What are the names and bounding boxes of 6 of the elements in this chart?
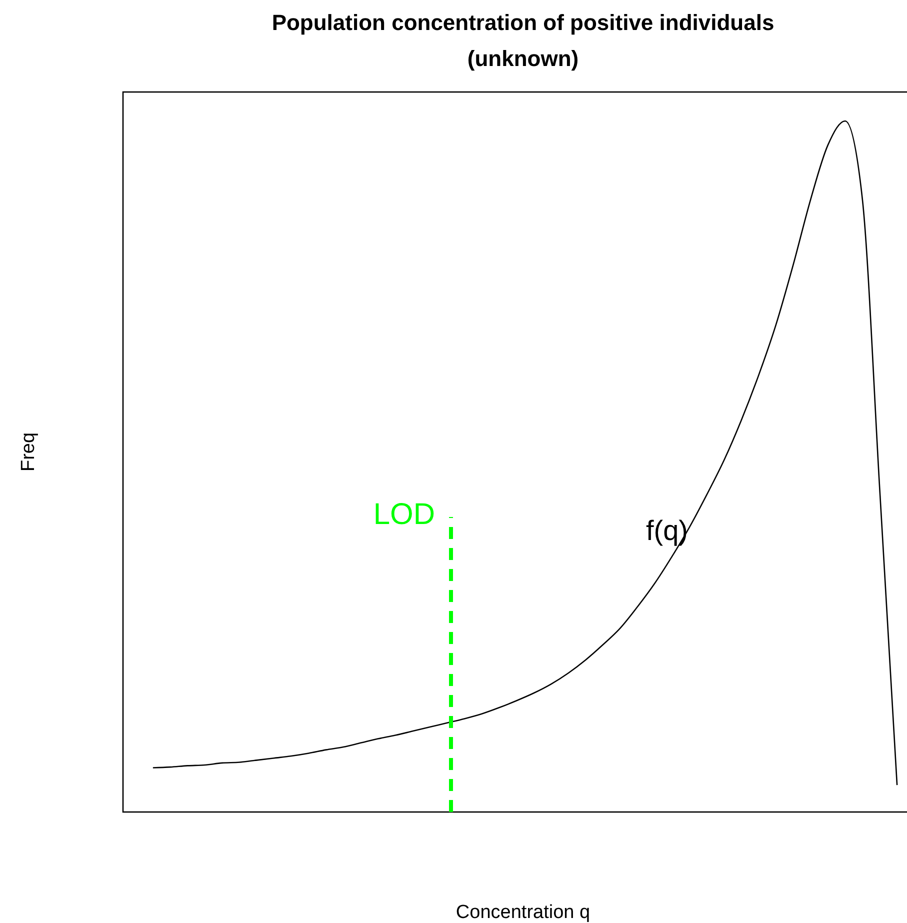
chart-title: Population concentration of positive individuals <box>272 10 774 35</box>
chart-subtitle: (unknown) <box>467 46 579 71</box>
annotation: LOD <box>373 498 435 531</box>
y-axis-title: Freq <box>18 432 39 472</box>
annotation: f(q) <box>646 515 688 546</box>
x-axis-title: Concentration q <box>456 902 590 923</box>
